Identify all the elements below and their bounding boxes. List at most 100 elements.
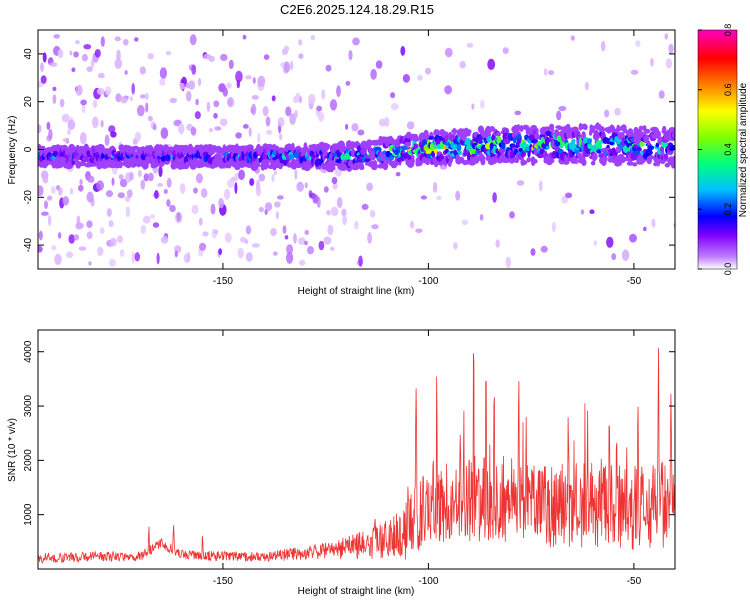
spectrogram-cell [220, 53, 228, 62]
spectrogram-cell [384, 116, 390, 128]
spectrogram-cell [327, 224, 334, 236]
spectrogram-cell [265, 129, 273, 135]
spectrogram-cell [298, 237, 306, 245]
spectrogram-cell [126, 189, 133, 198]
spectrogram-cell [614, 107, 621, 116]
spectrogram-cell [330, 246, 335, 251]
spectrogram-cell [436, 129, 440, 137]
snr-plot-area [38, 330, 675, 569]
spectrogram-cell [38, 245, 43, 253]
spectrogram-cell [157, 182, 164, 187]
spectrogram-cell [140, 224, 146, 234]
spectrogram-cell [198, 217, 203, 226]
snr-series-line [38, 347, 675, 564]
figure-title: C2E6.2025.124.18.29.R15 [280, 2, 434, 17]
spectrogram-cell [120, 96, 128, 104]
spectrogram-cell [86, 191, 94, 203]
spectrogram-cell [273, 170, 277, 176]
spectrogram-cell [548, 70, 555, 76]
spectrogram-cell [206, 101, 211, 113]
spectrogram-cell [318, 240, 325, 251]
spectrogram-cell [400, 145, 408, 151]
spectrogram-cell [587, 139, 592, 145]
spectrogram-cell [400, 46, 406, 56]
spectrogram-cell [370, 68, 377, 80]
colorbar-tick-label: 0.2 [723, 203, 733, 216]
spectrogram-cell [551, 221, 556, 233]
spectrogram-cell [665, 58, 673, 69]
spectrogram-cell [495, 131, 502, 137]
spectrogram-cell [257, 75, 266, 88]
spectrogram-cell [655, 142, 660, 148]
spectrogram-cell [606, 236, 614, 248]
spectrogram-cell [496, 135, 502, 145]
spectrogram-cell [375, 60, 383, 69]
spectrogram-cell [79, 160, 86, 167]
spectrogram-cell [447, 160, 452, 168]
spectrogram-cell [199, 242, 207, 251]
spectrogram-cell [165, 51, 172, 56]
spectrogram-cell [556, 110, 562, 121]
spectrogram-cell [514, 110, 522, 116]
spectrogram-cell [299, 95, 302, 104]
spectrogram-cell [182, 149, 187, 156]
spectrogram-cell [48, 128, 53, 141]
spectrogram-cell [342, 215, 348, 226]
spectrogram-cell [415, 228, 423, 234]
spectrogram-cell [236, 79, 240, 89]
spectrogram-cell [584, 81, 590, 91]
spectrogram-cell [235, 70, 243, 83]
spectrogram-cell [526, 158, 531, 163]
spectrogram-cell [169, 204, 176, 213]
spectrogram-cell [471, 103, 475, 110]
spectrogram-cell [294, 109, 298, 119]
spectrogram-cell [550, 127, 554, 133]
spectrogram-cell [44, 200, 48, 209]
spectrogram-cell [357, 129, 365, 136]
colorbar-tick-label: 0.0 [723, 263, 733, 276]
spectrogram-y-tick-label: 20 [23, 96, 34, 108]
spectrogram-cell [664, 33, 669, 40]
spectrogram-cell [258, 173, 266, 182]
spectrogram-cell [192, 157, 198, 162]
spectrogram-cell [118, 174, 124, 180]
spectrogram-cell [69, 187, 74, 195]
spectrogram-cell [42, 175, 49, 184]
spectrogram-cell [444, 85, 452, 95]
spectrogram-y-axis-label: Frequency (Hz) [7, 116, 18, 185]
spectrogram-cell [296, 181, 305, 192]
spectrogram-cell [656, 130, 661, 139]
snr-frame [37, 329, 676, 570]
spectrogram-cell [105, 86, 112, 96]
spectrogram-cell [242, 34, 247, 40]
spectrogram-cell [424, 67, 432, 75]
spectrogram-cell [228, 59, 234, 70]
spectrogram-cell [352, 37, 360, 46]
spectrogram-cell [218, 198, 225, 209]
spectrogram-cell [158, 165, 163, 177]
spectrogram-cell [75, 40, 80, 45]
spectrogram-cell [650, 57, 654, 67]
spectrogram-cell [108, 220, 114, 228]
spectrogram-cell [367, 232, 372, 244]
spectrogram-cell [480, 158, 486, 166]
spectrogram-cell [293, 233, 297, 244]
spectrogram-cell [644, 128, 651, 134]
spectrogram-cell [41, 211, 49, 216]
spectrogram-cell [294, 169, 298, 180]
spectrogram-cell [323, 236, 332, 245]
spectrogram-cell [554, 140, 562, 147]
spectrogram-cell [647, 145, 655, 151]
spectrogram-cell [360, 162, 364, 168]
spectrogram-cell [658, 90, 665, 99]
spectrogram-cell [262, 106, 269, 117]
spectrogram-cell [213, 229, 219, 235]
spectrogram-cell [143, 173, 149, 182]
spectrogram-cell [505, 256, 512, 268]
spectrogram-cell [251, 103, 257, 116]
spectrogram-cell [410, 154, 415, 162]
spectrogram-cell [596, 149, 602, 154]
spectrogram-cell [134, 252, 140, 262]
spectrogram-cell [277, 117, 285, 127]
spectrogram-cell [66, 251, 74, 259]
